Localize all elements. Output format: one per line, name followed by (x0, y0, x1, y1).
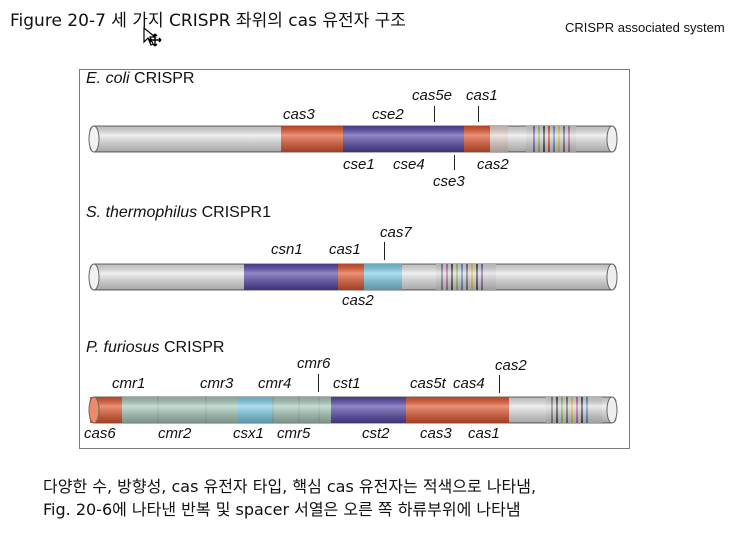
figure-subtitle: CRISPR associated system (565, 20, 725, 35)
gene-label-cmr6: cmr6 (297, 355, 331, 372)
gene-label-cmr4: cmr4 (258, 375, 292, 392)
gene-label-cas2: cas2 (477, 156, 509, 173)
gene-label-cmr1: cmr1 (112, 375, 146, 392)
locus-label-ecoli: E. coli CRISPR (86, 70, 195, 87)
gene-label-cse2: cse2 (372, 106, 404, 123)
gene-label-cas2-st: cas2 (342, 292, 374, 309)
gene-label-cas1-st: cas1 (329, 241, 361, 258)
move-cursor-icon (143, 26, 162, 47)
gene-label-cas1: cas1 (466, 87, 498, 104)
tick-cas7 (384, 242, 385, 260)
gene-label-cse1: cse1 (343, 156, 375, 173)
gene-label-cas5t: cas5t (410, 375, 446, 392)
locus-track-pfuriosus (88, 396, 618, 424)
gene-label-cse3: cse3 (433, 173, 465, 190)
gene-label-cas5e: cas5e (412, 87, 453, 104)
caption-line-2: Fig. 20-6에 나타낸 반복 및 spacer 서열은 오른 쪽 하류부위… (43, 500, 521, 519)
gene-label-cse4: cse4 (393, 156, 425, 173)
tick-cas1 (478, 106, 479, 122)
locus-label-pfuriosus: P. furiosus CRISPR (86, 339, 225, 356)
locus-track-sthermophilus (88, 263, 618, 291)
gene-label-cas4: cas4 (453, 375, 485, 392)
tick-cse3 (454, 155, 455, 170)
tick-cmr6 (318, 374, 319, 392)
figure-title: Figure 20-7 세 가지 CRISPR 좌위의 cas 유전자 구조 (10, 11, 406, 31)
gene-label-cmr2: cmr2 (158, 425, 192, 442)
gene-label-cas3: cas3 (283, 106, 315, 123)
gene-label-cmr5: cmr5 (277, 425, 311, 442)
gene-label-csx1: csx1 (233, 425, 264, 442)
gene-label-cas3-pf: cas3 (420, 425, 452, 442)
gene-label-csn1: csn1 (271, 241, 303, 258)
tick-cas5e (434, 106, 435, 122)
locus-label-sthermophilus: S. thermophilus CRISPR1 (86, 204, 271, 221)
locus-track-ecoli (88, 125, 618, 153)
gene-label-cst2: cst2 (362, 425, 390, 442)
gene-label-cmr3: cmr3 (200, 375, 234, 392)
gene-label-cas7: cas7 (380, 224, 412, 241)
gene-label-cas6: cas6 (84, 425, 116, 442)
tick-cas2-pf (499, 375, 500, 393)
gene-label-cas2-pf: cas2 (495, 357, 527, 374)
caption-line-1: 다양한 수, 방향성, cas 유전자 타입, 핵심 cas 유전자는 적색으로… (43, 477, 537, 496)
gene-label-cst1: cst1 (333, 375, 361, 392)
gene-label-cas1-pf: cas1 (468, 425, 500, 442)
